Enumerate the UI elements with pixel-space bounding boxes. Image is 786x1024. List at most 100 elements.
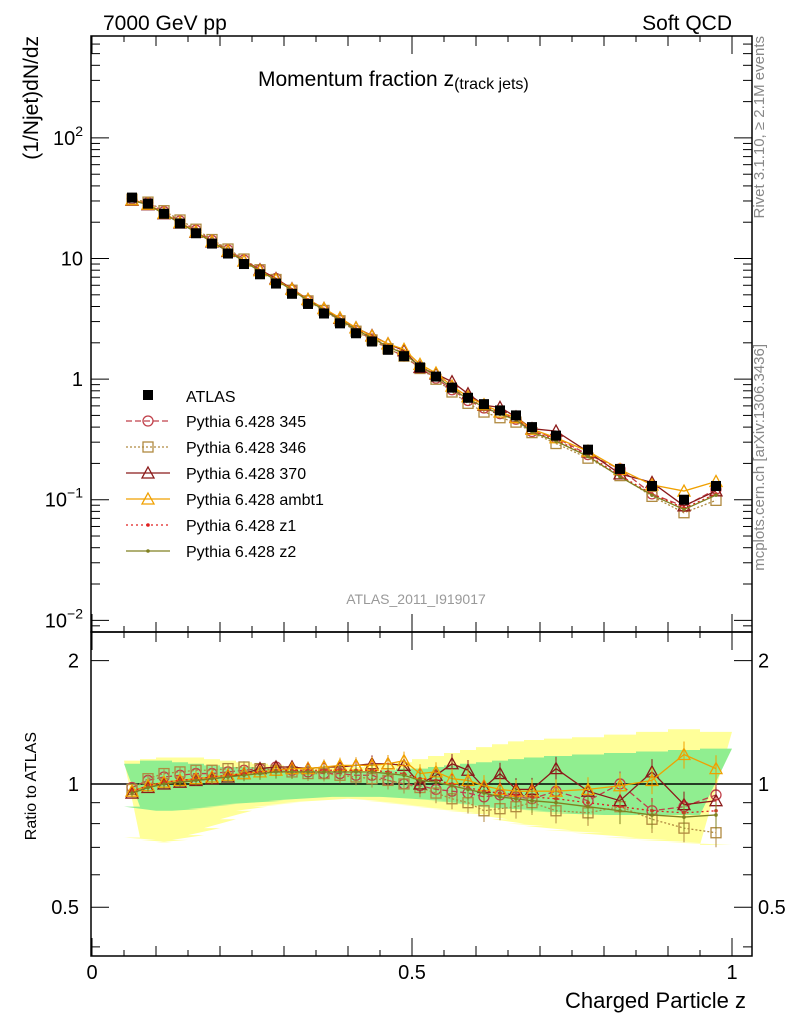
- data-point: [431, 371, 441, 382]
- data-point: [415, 362, 425, 373]
- y-tick-label: 10−2: [45, 605, 83, 632]
- ratio-marker: [708, 761, 724, 775]
- ratio-marker: [434, 780, 438, 784]
- series-marker: [618, 475, 622, 479]
- data-point: [647, 480, 657, 491]
- data-point: [551, 430, 561, 441]
- x-axis-label: Charged Particle z: [565, 988, 746, 1013]
- ratio-marker: [714, 813, 718, 817]
- data-point: [711, 480, 721, 491]
- ratio-marker: [548, 761, 564, 775]
- data-point: [511, 410, 521, 421]
- ratio-tick-label-right: 2: [758, 651, 769, 673]
- series-layer: [124, 192, 724, 848]
- legend-label: Pythia 6.428 346: [186, 440, 306, 457]
- data-point: [367, 336, 377, 347]
- ratio-marker: [586, 804, 590, 809]
- ratio-marker: [418, 778, 422, 783]
- data-point: [399, 351, 409, 362]
- ratio-marker: [322, 770, 326, 774]
- ratio-marker: [226, 775, 230, 779]
- legend-data-marker: [143, 390, 153, 400]
- ratio-marker: [178, 780, 182, 784]
- data-point: [351, 328, 361, 339]
- ratio-marker: [676, 747, 692, 761]
- data-point: [127, 192, 137, 203]
- legend: ATLAS Pythia 6.428 345 Pythia 6.428 346 Pyt…: [126, 389, 324, 561]
- ratio-marker: [162, 782, 166, 786]
- ratio-tick-label-right: 1: [758, 774, 769, 796]
- chart-title-main: Momentum fraction z: [258, 68, 454, 91]
- ratio-marker: [554, 800, 558, 805]
- legend-label: Pythia 6.428 ambt1: [186, 492, 324, 509]
- ratio-marker: [370, 770, 374, 774]
- analysis-label: ATLAS_2011_I919017: [346, 591, 486, 607]
- series-marker: [682, 507, 686, 512]
- legend-marker: [140, 465, 156, 479]
- series-pythia-6-428-345: [126, 193, 722, 825]
- ratio-marker: [354, 770, 358, 774]
- ratio-marker: [514, 796, 518, 801]
- data-point: [287, 288, 297, 299]
- data-point: [191, 228, 201, 239]
- ratio-marker: [402, 773, 406, 778]
- ratio-marker: [650, 813, 654, 817]
- series-line-main: [131, 199, 717, 511]
- data-point: [175, 218, 185, 229]
- data-point: [255, 269, 265, 280]
- data-point: [383, 344, 393, 355]
- ratio-tick-label: 2: [68, 651, 79, 673]
- series-marker: [714, 493, 718, 497]
- chart-title-sub: (track jets): [454, 76, 529, 93]
- chart-title: Momentum fraction z(track jets): [258, 68, 529, 93]
- data-point: [495, 405, 505, 416]
- ratio-marker: [466, 787, 470, 792]
- ratio-axis-label: Ratio to ATLAS: [23, 732, 40, 840]
- legend-marker: [142, 441, 154, 453]
- ratio-marker: [386, 771, 390, 776]
- ratio-tick-label: 1: [68, 774, 79, 796]
- ratio-marker: [682, 815, 686, 819]
- series-line-ratio: [131, 771, 717, 818]
- legend-label: Pythia 6.428 z2: [186, 544, 296, 561]
- mcplots-label: mcplots.cern.ch [arXiv:1306.3436]: [751, 344, 768, 571]
- series-atlas-data: [127, 192, 721, 505]
- ratio-marker: [306, 770, 310, 774]
- series-line-ratio: [131, 766, 717, 834]
- ratio-marker: [338, 770, 342, 774]
- ratio-marker: [618, 808, 622, 813]
- y-tick-label: 1: [72, 369, 83, 391]
- data-point: [335, 318, 345, 329]
- ratio-marker: [644, 773, 660, 787]
- legend-marker: [140, 491, 156, 505]
- ratio-marker: [194, 778, 198, 783]
- y-tick-label: 10−1: [45, 485, 83, 512]
- data-point: [271, 278, 281, 289]
- legend-marker: [146, 549, 150, 553]
- data-point: [207, 238, 217, 249]
- ratio-tick-label: 0.5: [51, 897, 79, 919]
- ratio-marker: [210, 776, 214, 781]
- ratio-marker: [274, 770, 278, 774]
- series-marker: [650, 493, 654, 497]
- data-point: [239, 259, 249, 270]
- data-point: [143, 198, 153, 209]
- series-line-main: [131, 198, 717, 508]
- ratio-marker: [498, 795, 502, 799]
- legend-label: Pythia 6.428 370: [186, 466, 306, 483]
- ratio-marker: [242, 773, 246, 778]
- ratio-marker: [146, 785, 150, 790]
- data-point: [159, 208, 169, 219]
- y-tick-label: 10: [61, 249, 83, 271]
- legend-label: Pythia 6.428 z1: [186, 518, 296, 535]
- data-point: [447, 382, 457, 393]
- header-left: 7000 GeV pp: [103, 12, 227, 35]
- ratio-marker: [130, 791, 134, 795]
- ratio-marker: [478, 805, 490, 817]
- series-marker: [586, 454, 590, 459]
- x-tick-label: 0: [86, 962, 97, 984]
- uncertainty-bands: [91, 729, 752, 845]
- data-point: [319, 308, 329, 319]
- data-point: [679, 494, 689, 505]
- x-tick-label: 0.5: [398, 962, 426, 984]
